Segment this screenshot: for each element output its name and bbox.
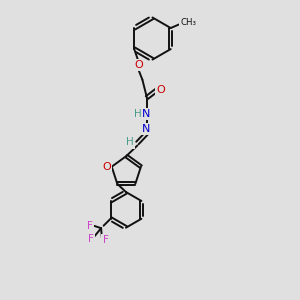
Text: N: N (142, 124, 150, 134)
Text: N: N (142, 109, 150, 119)
Text: H: H (126, 137, 134, 147)
Text: F: F (86, 221, 92, 231)
Text: O: O (156, 85, 165, 95)
Text: F: F (103, 235, 109, 245)
Text: F: F (88, 234, 93, 244)
Text: O: O (134, 60, 143, 70)
Text: H: H (134, 109, 141, 119)
Text: CH₃: CH₃ (180, 18, 196, 27)
Text: O: O (102, 162, 111, 172)
